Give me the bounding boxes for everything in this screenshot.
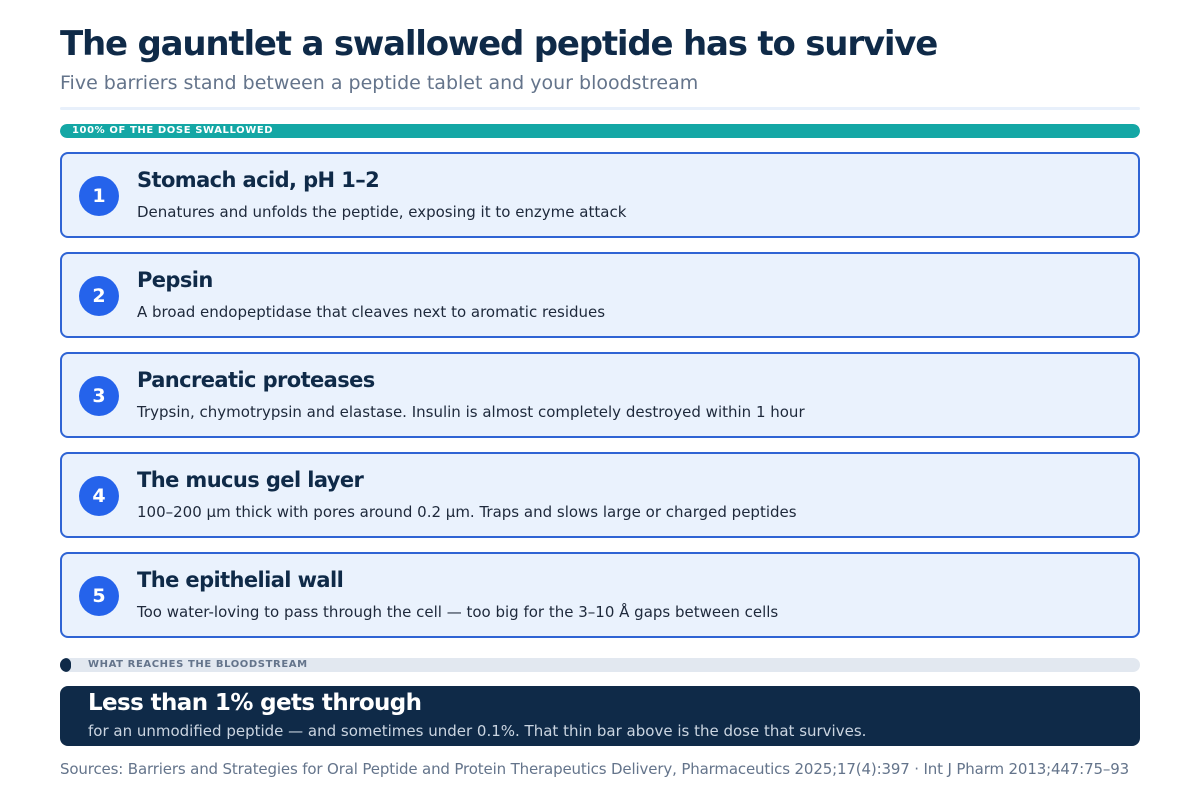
barrier-description: Trypsin, chymotrypsin and elastase. Insu… (137, 403, 805, 421)
callout-text: for an unmodified peptide — and sometime… (88, 722, 867, 740)
sources-footnote: Sources: Barriers and Strategies for Ora… (60, 760, 1130, 778)
page-subtitle: Five barriers stand between a peptide ta… (60, 72, 699, 94)
barrier-title: Pancreatic proteases (137, 368, 375, 392)
barrier-description: Denatures and unfolds the peptide, expos… (137, 203, 627, 221)
barrier-title: The epithelial wall (137, 568, 344, 592)
bloodstream-label: WHAT REACHES THE BLOODSTREAM (88, 659, 308, 670)
callout-headline: Less than 1% gets through (88, 690, 422, 716)
barrier-number-badge: 1 (79, 176, 119, 216)
bloodstream-fill (60, 658, 71, 672)
barrier-card-1: 1 Stomach acid, pH 1–2 Denatures and unf… (60, 152, 1140, 238)
header-divider (60, 107, 1140, 110)
barrier-description: Too water-loving to pass through the cel… (137, 603, 779, 621)
page-title: The gauntlet a swallowed peptide has to … (60, 24, 938, 64)
dose-swallowed-fill (60, 124, 1140, 138)
barrier-number-badge: 2 (79, 276, 119, 316)
barrier-card-3: 3 Pancreatic proteases Trypsin, chymotry… (60, 352, 1140, 438)
barrier-title: Stomach acid, pH 1–2 (137, 168, 380, 192)
bloodstream-bar: WHAT REACHES THE BLOODSTREAM (60, 658, 1140, 672)
dose-swallowed-label: 100% OF THE DOSE SWALLOWED (72, 125, 274, 136)
barrier-title: The mucus gel layer (137, 468, 364, 492)
barrier-card-5: 5 The epithelial wall Too water-loving t… (60, 552, 1140, 638)
barrier-card-2: 2 Pepsin A broad endopeptidase that clea… (60, 252, 1140, 338)
barrier-description: A broad endopeptidase that cleaves next … (137, 303, 606, 321)
dose-swallowed-bar: 100% OF THE DOSE SWALLOWED (60, 124, 1140, 138)
barrier-description: 100–200 µm thick with pores around 0.2 µ… (137, 503, 797, 521)
barrier-card-4: 4 The mucus gel layer 100–200 µm thick w… (60, 452, 1140, 538)
barrier-title: Pepsin (137, 268, 213, 292)
barrier-number-badge: 5 (79, 576, 119, 616)
barrier-number-badge: 3 (79, 376, 119, 416)
barrier-number-badge: 4 (79, 476, 119, 516)
result-callout: Less than 1% gets through for an unmodif… (60, 686, 1140, 746)
